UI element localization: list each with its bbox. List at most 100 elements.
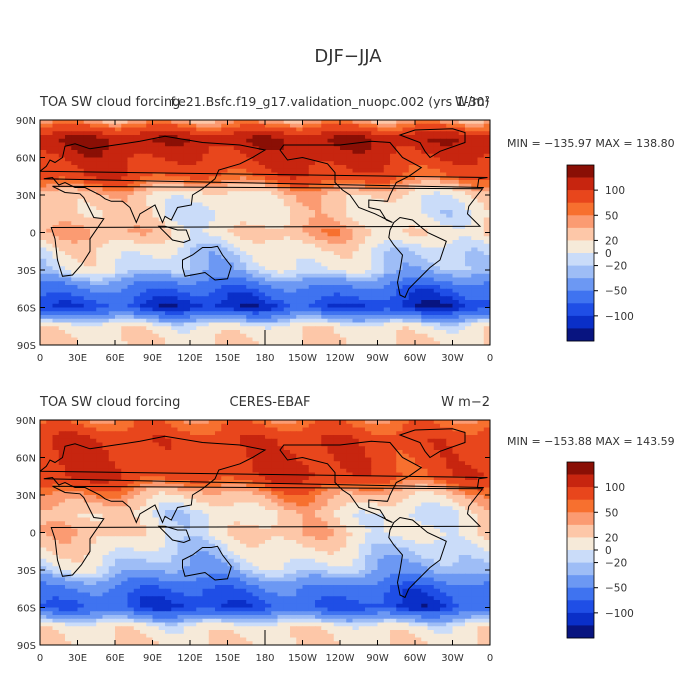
field-cell	[177, 153, 185, 159]
field-cell	[121, 333, 129, 339]
field-cell	[258, 258, 266, 264]
field-cell	[46, 296, 54, 301]
field-cell	[358, 307, 366, 312]
field-cell	[302, 240, 310, 245]
field-cell	[321, 195, 329, 200]
field-cell	[133, 168, 141, 174]
field-cell	[377, 123, 385, 129]
field-cell	[158, 427, 166, 432]
field-cell	[46, 221, 54, 226]
field-cell	[258, 236, 266, 241]
field-cell	[483, 435, 490, 440]
field-cell	[290, 198, 297, 204]
field-cell	[415, 142, 422, 147]
field-cell	[390, 442, 397, 447]
field-cell	[258, 123, 266, 129]
field-cell	[433, 243, 441, 249]
field-cell	[308, 161, 316, 166]
field-cell	[477, 225, 485, 230]
field-cell	[371, 266, 379, 271]
field-cell	[165, 198, 172, 204]
field-cell	[246, 315, 254, 320]
field-cell	[346, 333, 354, 339]
field-cell	[396, 247, 404, 252]
field-cell	[133, 157, 141, 162]
field-cell	[127, 123, 135, 129]
field-cell	[352, 243, 360, 249]
field-cell	[296, 300, 304, 305]
field-cell	[190, 326, 197, 331]
field-cell	[58, 243, 66, 249]
field-cell	[308, 123, 316, 129]
field-cell	[202, 123, 210, 129]
field-cell	[296, 206, 304, 211]
field-cell	[477, 150, 485, 155]
field-cell	[165, 292, 172, 297]
colorbar-swatch	[567, 253, 594, 266]
field-cell	[327, 311, 335, 316]
field-cell	[327, 187, 335, 192]
field-cell	[158, 423, 166, 429]
field-cell	[196, 281, 204, 286]
field-cell	[390, 123, 397, 129]
field-cell	[471, 127, 479, 132]
field-cell	[115, 438, 122, 444]
field-cell	[290, 285, 297, 290]
lat-tick-label: 0	[30, 229, 36, 240]
field-cell	[71, 183, 79, 189]
field-cell	[52, 187, 60, 192]
field-cell	[446, 243, 454, 249]
field-cell	[71, 221, 79, 226]
field-cell	[446, 341, 454, 345]
field-cell	[177, 120, 185, 125]
field-cell	[196, 168, 204, 174]
field-cell	[383, 138, 391, 144]
field-cell	[465, 270, 472, 275]
field-cell	[115, 431, 122, 436]
field-cell	[90, 251, 97, 256]
field-cell	[171, 127, 179, 132]
field-cell	[377, 341, 385, 345]
field-cell	[258, 161, 266, 166]
field-cell	[90, 311, 97, 316]
field-cell	[227, 431, 235, 436]
field-cell	[240, 228, 247, 234]
field-cell	[121, 277, 129, 282]
field-cell	[252, 337, 260, 342]
field-cell	[183, 285, 191, 290]
field-cell	[302, 273, 310, 279]
field-cell	[252, 135, 260, 140]
field-cell	[102, 213, 110, 219]
field-cell	[271, 303, 279, 309]
field-cell	[183, 187, 191, 192]
field-cell	[227, 183, 235, 189]
field-cell	[65, 285, 72, 290]
field-cell	[377, 127, 385, 132]
field-cell	[477, 187, 485, 192]
field-cell	[377, 228, 385, 234]
field-cell	[190, 273, 197, 279]
field-cell	[258, 195, 266, 200]
field-cell	[96, 251, 104, 256]
field-cell	[233, 322, 241, 327]
field-cell	[165, 311, 172, 316]
field-cell	[402, 228, 410, 234]
field-cell	[140, 420, 147, 425]
field-cell	[71, 307, 79, 312]
field-cell	[408, 150, 416, 155]
field-cell	[177, 442, 185, 447]
field-cell	[102, 146, 110, 151]
field-cell	[433, 161, 441, 166]
field-cell	[46, 311, 54, 316]
field-cell	[365, 296, 372, 301]
field-cell	[121, 270, 129, 275]
field-cell	[377, 273, 385, 279]
field-cell	[296, 176, 304, 181]
field-cell	[233, 183, 241, 189]
field-cell	[202, 266, 210, 271]
field-cell	[483, 251, 490, 256]
field-cell	[115, 296, 122, 301]
field-cell	[440, 153, 447, 159]
field-cell	[433, 285, 441, 290]
field-cell	[115, 303, 122, 309]
